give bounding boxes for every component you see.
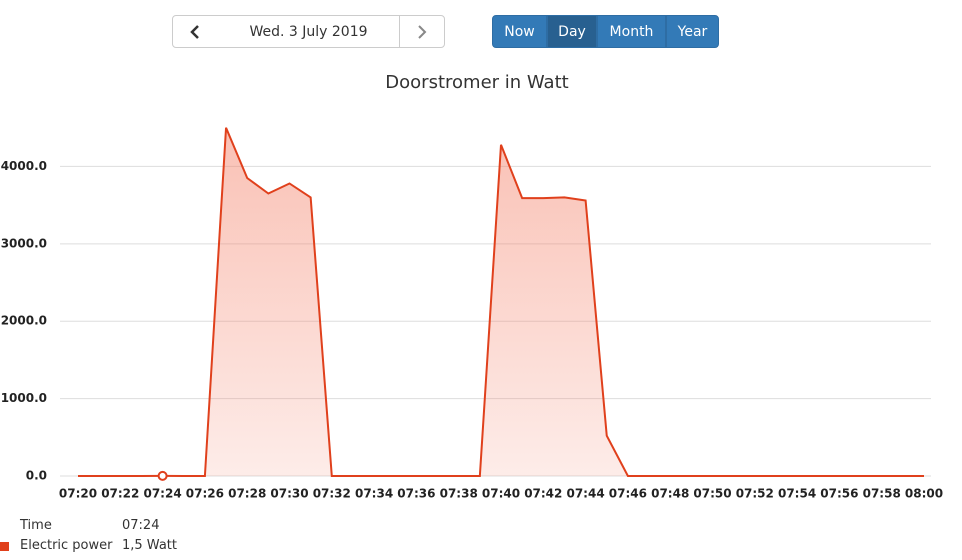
x-tick-label: 07:52 [736,487,774,501]
tooltip-label: Electric power [20,538,113,553]
tooltip-label: Time [20,518,52,533]
x-tick-label: 07:24 [143,487,181,501]
range-button[interactable]: Now [492,15,547,48]
y-tick-label: 2000.0 [1,314,47,328]
chevron-right [418,24,427,39]
x-tick-label: 07:32 [313,487,351,501]
next-button[interactable] [399,15,445,48]
prev-button[interactable] [172,15,218,48]
tooltip-value: 1,5 Watt [122,538,177,553]
area-fill [78,127,924,476]
y-tick-label: 1000.0 [1,391,47,405]
chevron-left [190,24,199,39]
y-tick-label: 3000.0 [1,236,47,250]
x-tick-label: 07:20 [59,487,97,501]
x-tick-label: 07:30 [270,487,308,501]
x-tick-label: 07:22 [101,487,139,501]
x-tick-label: 07:48 [651,487,689,501]
x-tick-label: 08:00 [905,487,943,501]
legend-swatch [0,542,9,551]
x-tick-label: 07:58 [863,487,901,501]
x-tick-label: 07:40 [482,487,520,501]
chart-title: Doorstromer in Watt [385,72,568,93]
date-display[interactable]: Wed. 3 July 2019 [217,15,400,48]
x-tick-label: 07:36 [397,487,435,501]
x-tick-label: 07:38 [440,487,478,501]
x-tick-label: 07:26 [186,487,224,501]
x-tick-label: 07:56 [820,487,858,501]
x-tick-label: 07:46 [609,487,647,501]
range-button[interactable]: Year [666,15,719,48]
range-button[interactable]: Day [547,15,597,48]
chart: Doorstromer in Watt 0.0 1000.0 2000.0 3000.… [1,72,943,501]
x-tick-label: 07:50 [693,487,731,501]
hover-marker [157,470,168,481]
y-tick-label: 0.0 [26,469,47,483]
x-tick-label: 07:42 [524,487,562,501]
line [78,127,924,477]
x-tick-label: 07:54 [778,487,816,501]
range-button[interactable]: Month [597,15,666,48]
x-tick-label: 07:34 [355,487,393,501]
y-tick-label: 4000.0 [1,159,47,173]
tooltip-value: 07:24 [122,518,160,533]
x-tick-label: 07:44 [566,487,604,501]
x-tick-label: 07:28 [228,487,266,501]
